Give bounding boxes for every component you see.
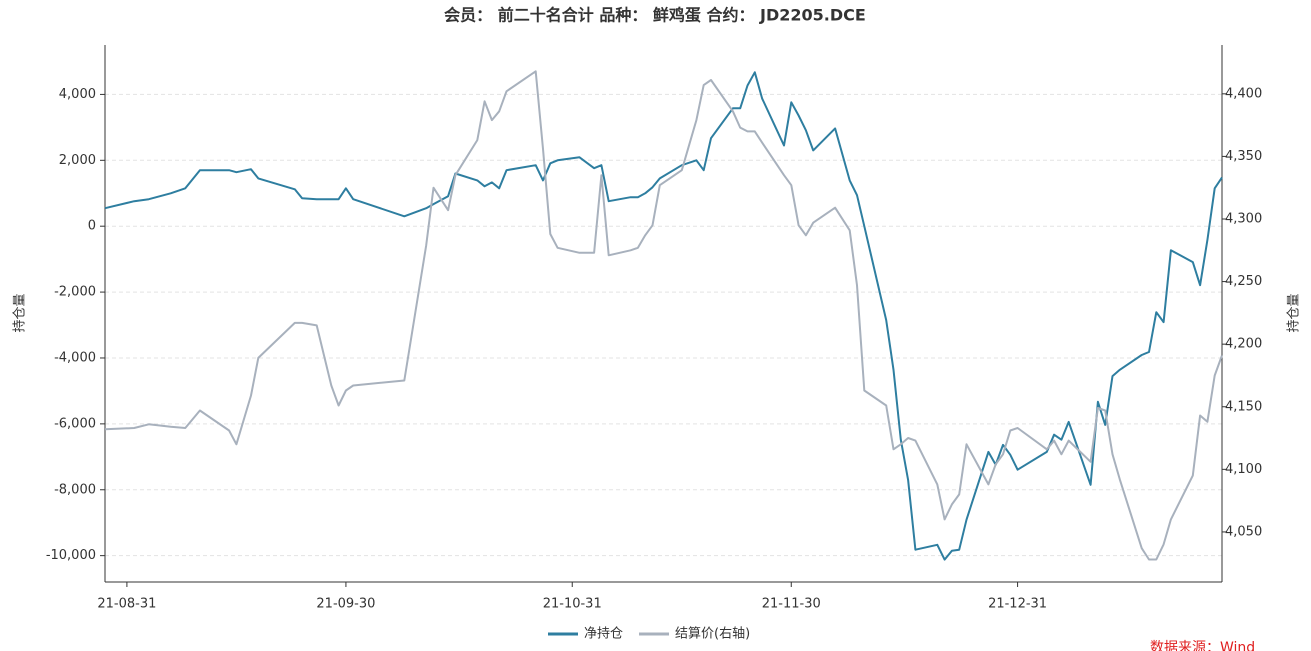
y-tick-label: -6,000 (54, 416, 96, 431)
y-axis-title: 持仓量 (13, 293, 28, 332)
x-tick-label: 21-11-30 (762, 597, 821, 612)
legend-label: 净持仓 (584, 627, 623, 642)
y2-tick-label: 4,300 (1225, 211, 1262, 226)
y2-tick-label: 4,050 (1225, 524, 1262, 539)
x-tick-label: 21-09-30 (316, 597, 375, 612)
y-tick-label: -8,000 (54, 482, 96, 497)
y2-tick-label: 4,200 (1225, 337, 1262, 352)
series-line (104, 71, 1223, 561)
x-tick-label: 21-08-31 (97, 597, 156, 612)
y-tick-label: 2,000 (59, 153, 96, 168)
legend-label: 结算价(右轴) (675, 627, 750, 642)
y2-tick-label: 4,350 (1225, 149, 1262, 164)
y2-tick-label: 4,250 (1225, 274, 1262, 289)
y2-tick-label: 4,150 (1225, 399, 1262, 414)
y-tick-label: 4,000 (59, 87, 96, 102)
y-tick-label: 0 (88, 219, 96, 234)
x-tick-label: 21-10-31 (543, 597, 602, 612)
series-line (104, 70, 1223, 561)
source-note: 数据来源：Wind (1150, 640, 1255, 651)
y-tick-label: -4,000 (54, 350, 96, 365)
y2-tick-label: 4,100 (1225, 462, 1262, 477)
y2-tick-label: 4,400 (1225, 86, 1262, 101)
chart-title: 会员： 前二十名合计 品种： 鲜鸡蛋 合约： JD2205.DCE (444, 6, 866, 25)
y2-axis-title: 持仓量 (1287, 293, 1302, 332)
x-tick-label: 21-12-31 (988, 597, 1047, 612)
y-tick-label: -2,000 (54, 285, 96, 300)
y-tick-label: -10,000 (46, 548, 96, 563)
